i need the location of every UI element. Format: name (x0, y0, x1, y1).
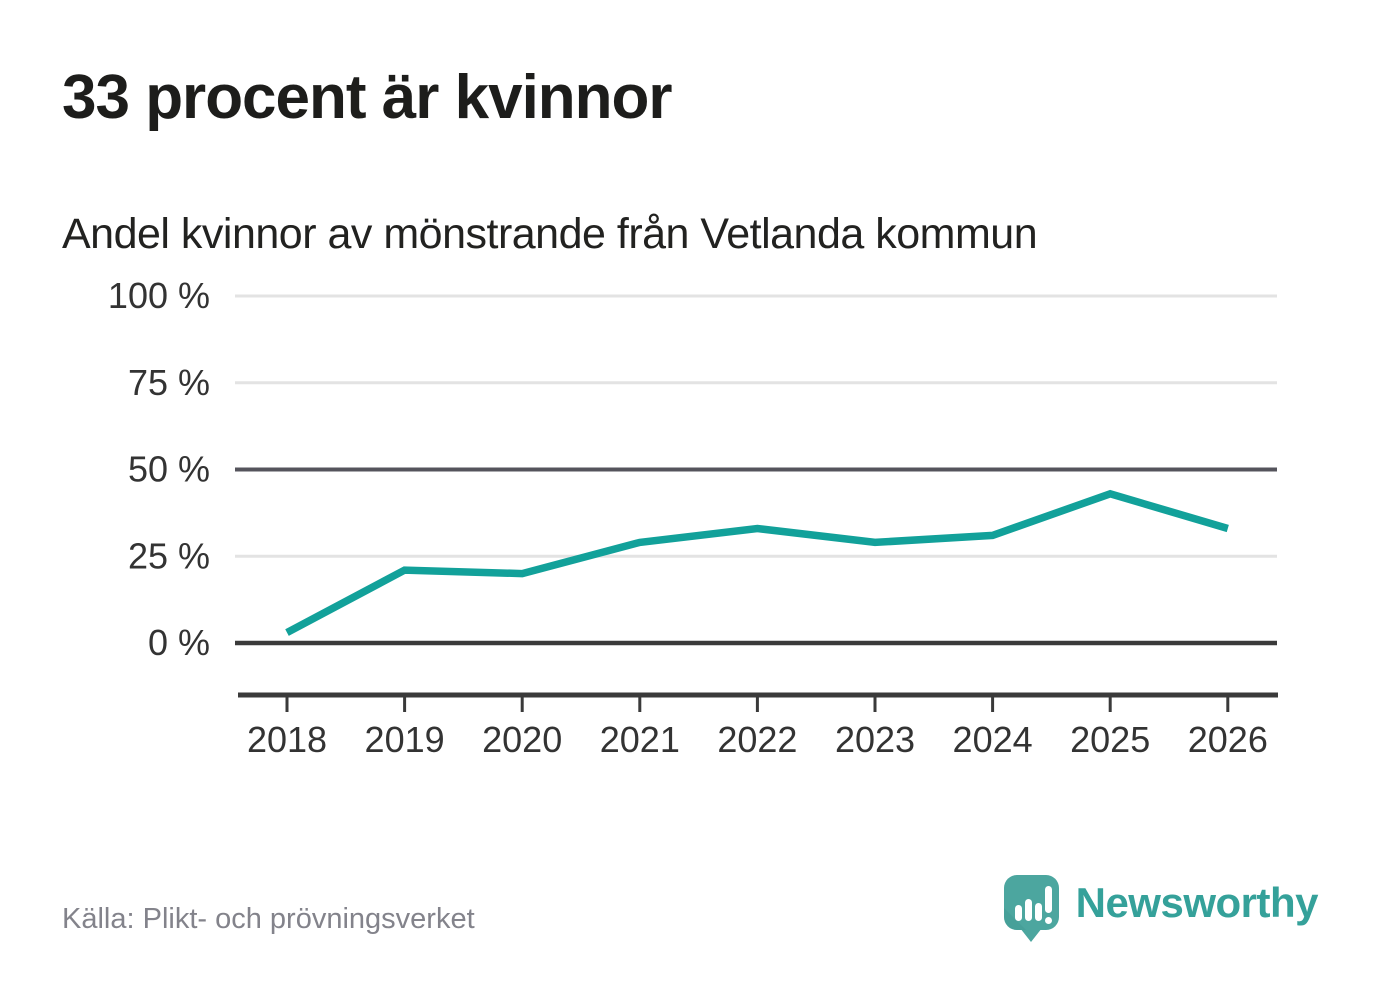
newsworthy-logo-text: Newsworthy (1075, 879, 1319, 926)
y-tick-label-0: 0 % (148, 622, 210, 663)
x-tick-label-2018: 2018 (247, 719, 327, 760)
x-tick-label-2026: 2026 (1188, 719, 1268, 760)
x-tick-label-2023: 2023 (835, 719, 915, 760)
data-line-Andel kvinnor (%) (285, 489, 1229, 636)
x-tick-label-2021: 2021 (600, 719, 680, 760)
newsworthy-logo-icon (1003, 875, 1059, 942)
y-tick-label-100: 100 % (108, 275, 210, 316)
y-tick-label-25: 25 % (128, 535, 210, 576)
x-tick-label-2025: 2025 (1070, 719, 1150, 760)
y-tick-label-50: 50 % (128, 449, 210, 490)
headline: 33 procent är kvinnor (62, 63, 673, 132)
y-tick-label-75: 75 % (128, 362, 210, 403)
source-caption: Källa: Plikt- och prövningsverket (62, 903, 475, 935)
x-tick-label-2019: 2019 (365, 719, 445, 760)
chart-subtitle: Andel kvinnor av mönstrande från Vetland… (62, 210, 1038, 258)
x-tick-label-2024: 2024 (953, 719, 1033, 760)
x-tick-label-2022: 2022 (717, 719, 797, 760)
newsworthy-logo: Newsworthy (1003, 874, 1319, 944)
x-tick-label-2020: 2020 (482, 719, 562, 760)
